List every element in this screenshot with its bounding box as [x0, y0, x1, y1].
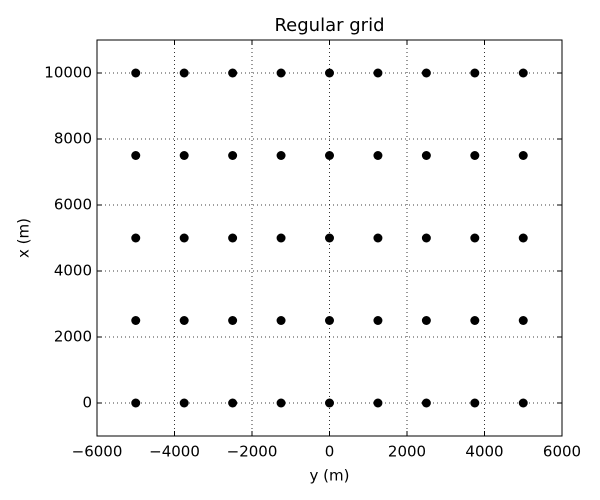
- point: [179, 233, 189, 243]
- point: [518, 68, 528, 78]
- point: [276, 151, 286, 160]
- point: [325, 233, 334, 243]
- x-tick-label: 0: [325, 443, 335, 461]
- point: [421, 398, 431, 408]
- point: [325, 316, 334, 325]
- point: [421, 68, 431, 78]
- point: [276, 68, 286, 78]
- point: [131, 68, 141, 78]
- point: [518, 233, 528, 243]
- point: [518, 151, 528, 160]
- point: [228, 68, 238, 78]
- point: [373, 233, 383, 243]
- point: [179, 398, 189, 408]
- point: [131, 151, 141, 160]
- x-tick-label: 6000: [543, 443, 581, 461]
- point: [325, 398, 334, 408]
- point: [518, 398, 528, 408]
- y-tick-label: 8000: [54, 130, 92, 148]
- y-tick-label: 10000: [44, 64, 92, 82]
- y-tick-label: 2000: [54, 328, 92, 346]
- point: [276, 398, 286, 408]
- y-tick-label: 6000: [54, 196, 92, 214]
- point: [131, 398, 141, 408]
- point: [228, 316, 238, 325]
- point: [373, 68, 383, 78]
- x-tick-label: 4000: [465, 443, 503, 461]
- plot-frame: [96, 39, 563, 437]
- y-axis-label: x (m): [15, 218, 33, 258]
- x-tick-label: −6000: [72, 443, 123, 461]
- point: [373, 398, 383, 408]
- point: [421, 151, 431, 160]
- point: [276, 233, 286, 243]
- point: [470, 68, 480, 78]
- chart-title: Regular grid: [274, 15, 384, 36]
- point: [373, 151, 383, 160]
- point: [470, 316, 480, 325]
- point: [179, 316, 189, 325]
- point: [131, 316, 141, 325]
- point: [276, 316, 286, 325]
- point: [325, 151, 334, 160]
- point: [421, 316, 431, 325]
- x-axis-label: y (m): [310, 467, 350, 485]
- y-tick-label: 4000: [54, 262, 92, 280]
- point: [373, 316, 383, 325]
- point: [518, 316, 528, 325]
- point: [470, 398, 480, 408]
- point: [228, 233, 238, 243]
- y-tick-label: 0: [82, 394, 92, 412]
- point: [228, 398, 238, 408]
- x-tick-label: 2000: [388, 443, 426, 461]
- point: [470, 233, 480, 243]
- point: [131, 233, 141, 243]
- x-tick-label: −4000: [149, 443, 200, 461]
- point: [325, 68, 334, 78]
- point: [470, 151, 480, 160]
- x-tick-label: −2000: [227, 443, 278, 461]
- point: [179, 151, 189, 160]
- point: [228, 151, 238, 160]
- point: [179, 68, 189, 78]
- point: [421, 233, 431, 243]
